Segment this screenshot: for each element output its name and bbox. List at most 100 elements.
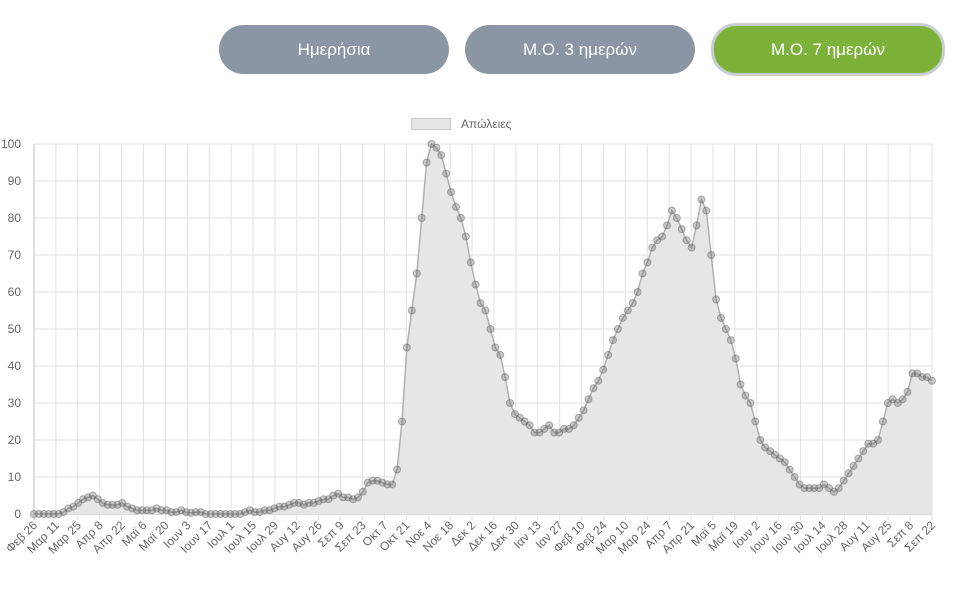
- data-point[interactable]: [275, 502, 284, 511]
- data-point[interactable]: [672, 214, 681, 222]
- data-point[interactable]: [594, 376, 603, 385]
- data-point[interactable]: [201, 510, 210, 518]
- data-point[interactable]: [79, 495, 88, 504]
- data-point[interactable]: [324, 495, 333, 504]
- data-point[interactable]: [717, 313, 725, 322]
- data-point[interactable]: [265, 506, 274, 515]
- tab-7-day-average[interactable]: Μ.Ο. 7 ημερών: [711, 23, 945, 76]
- data-point[interactable]: [383, 480, 392, 489]
- data-point[interactable]: [878, 417, 887, 426]
- data-point[interactable]: [437, 151, 446, 160]
- data-point[interactable]: [918, 373, 927, 382]
- data-point[interactable]: [506, 399, 514, 407]
- data-point[interactable]: [682, 236, 691, 245]
- data-point[interactable]: [309, 498, 318, 507]
- data-point[interactable]: [88, 491, 97, 500]
- data-point[interactable]: [908, 369, 917, 378]
- data-point[interactable]: [785, 465, 794, 474]
- data-point[interactable]: [702, 206, 711, 215]
- data-point[interactable]: [241, 508, 249, 517]
- data-point[interactable]: [520, 417, 529, 426]
- data-point[interactable]: [285, 500, 294, 509]
- data-point[interactable]: [74, 498, 83, 507]
- data-point[interactable]: [54, 510, 63, 518]
- data-point[interactable]: [510, 410, 519, 419]
- data-point[interactable]: [599, 365, 608, 374]
- data-point[interactable]: [569, 421, 578, 430]
- data-point[interactable]: [196, 508, 205, 517]
- data-point[interactable]: [692, 221, 701, 230]
- data-point[interactable]: [452, 202, 460, 211]
- data-point[interactable]: [422, 158, 431, 167]
- data-point[interactable]: [358, 487, 367, 496]
- data-point[interactable]: [564, 424, 573, 433]
- data-point[interactable]: [560, 424, 568, 433]
- data-point[interactable]: [751, 417, 760, 426]
- data-point[interactable]: [545, 421, 554, 430]
- data-point[interactable]: [191, 508, 200, 517]
- data-point[interactable]: [579, 406, 588, 415]
- data-point[interactable]: [839, 476, 848, 485]
- data-point[interactable]: [378, 478, 387, 487]
- data-point[interactable]: [128, 504, 137, 513]
- data-point[interactable]: [64, 504, 73, 513]
- data-point[interactable]: [344, 493, 353, 502]
- data-point[interactable]: [49, 510, 58, 518]
- data-point[interactable]: [280, 502, 289, 511]
- data-point[interactable]: [515, 413, 524, 422]
- data-point[interactable]: [417, 214, 426, 222]
- data-point[interactable]: [471, 280, 480, 289]
- data-point[interactable]: [633, 288, 642, 296]
- data-point[interactable]: [142, 506, 151, 515]
- data-point[interactable]: [427, 140, 436, 148]
- data-point[interactable]: [447, 188, 456, 197]
- data-point[interactable]: [530, 428, 539, 437]
- data-point[interactable]: [402, 343, 411, 352]
- data-point[interactable]: [829, 487, 838, 496]
- data-point[interactable]: [353, 493, 362, 502]
- data-point[interactable]: [123, 502, 132, 511]
- data-point[interactable]: [432, 143, 441, 152]
- data-point[interactable]: [540, 424, 549, 433]
- data-point[interactable]: [864, 439, 873, 448]
- data-point[interactable]: [304, 498, 313, 507]
- data-point[interactable]: [334, 489, 343, 498]
- data-point[interactable]: [849, 461, 858, 470]
- data-point[interactable]: [643, 258, 652, 267]
- data-point[interactable]: [574, 413, 583, 422]
- data-point[interactable]: [466, 258, 475, 267]
- data-point[interactable]: [638, 269, 647, 278]
- data-point[interactable]: [555, 428, 564, 437]
- data-point[interactable]: [604, 350, 613, 359]
- data-point[interactable]: [133, 506, 141, 515]
- data-point[interactable]: [290, 498, 299, 507]
- data-point[interactable]: [69, 502, 78, 511]
- data-point[interactable]: [496, 350, 505, 359]
- data-point[interactable]: [663, 221, 671, 230]
- data-point[interactable]: [687, 243, 696, 252]
- data-point[interactable]: [461, 232, 470, 241]
- data-point[interactable]: [653, 236, 662, 245]
- data-point[interactable]: [613, 325, 622, 333]
- data-point[interactable]: [270, 504, 279, 513]
- data-point[interactable]: [491, 343, 500, 352]
- data-point[interactable]: [761, 443, 770, 452]
- tab-3-day-average[interactable]: Μ.Ο. 3 ημερών: [465, 25, 695, 74]
- data-point[interactable]: [525, 421, 534, 430]
- data-point[interactable]: [648, 243, 657, 252]
- data-point[interactable]: [226, 510, 235, 518]
- tab-daily[interactable]: Ημερήσια: [219, 25, 449, 74]
- data-point[interactable]: [182, 508, 191, 517]
- data-point[interactable]: [771, 450, 779, 459]
- data-point[interactable]: [187, 508, 195, 517]
- data-point[interactable]: [893, 399, 902, 407]
- data-point[interactable]: [928, 376, 936, 385]
- data-point[interactable]: [854, 454, 863, 463]
- data-point[interactable]: [412, 269, 421, 278]
- data-point[interactable]: [609, 336, 617, 345]
- data-point[interactable]: [707, 251, 716, 259]
- data-point[interactable]: [162, 506, 171, 515]
- data-point[interactable]: [628, 299, 637, 308]
- data-point[interactable]: [618, 313, 627, 322]
- data-point[interactable]: [775, 454, 784, 463]
